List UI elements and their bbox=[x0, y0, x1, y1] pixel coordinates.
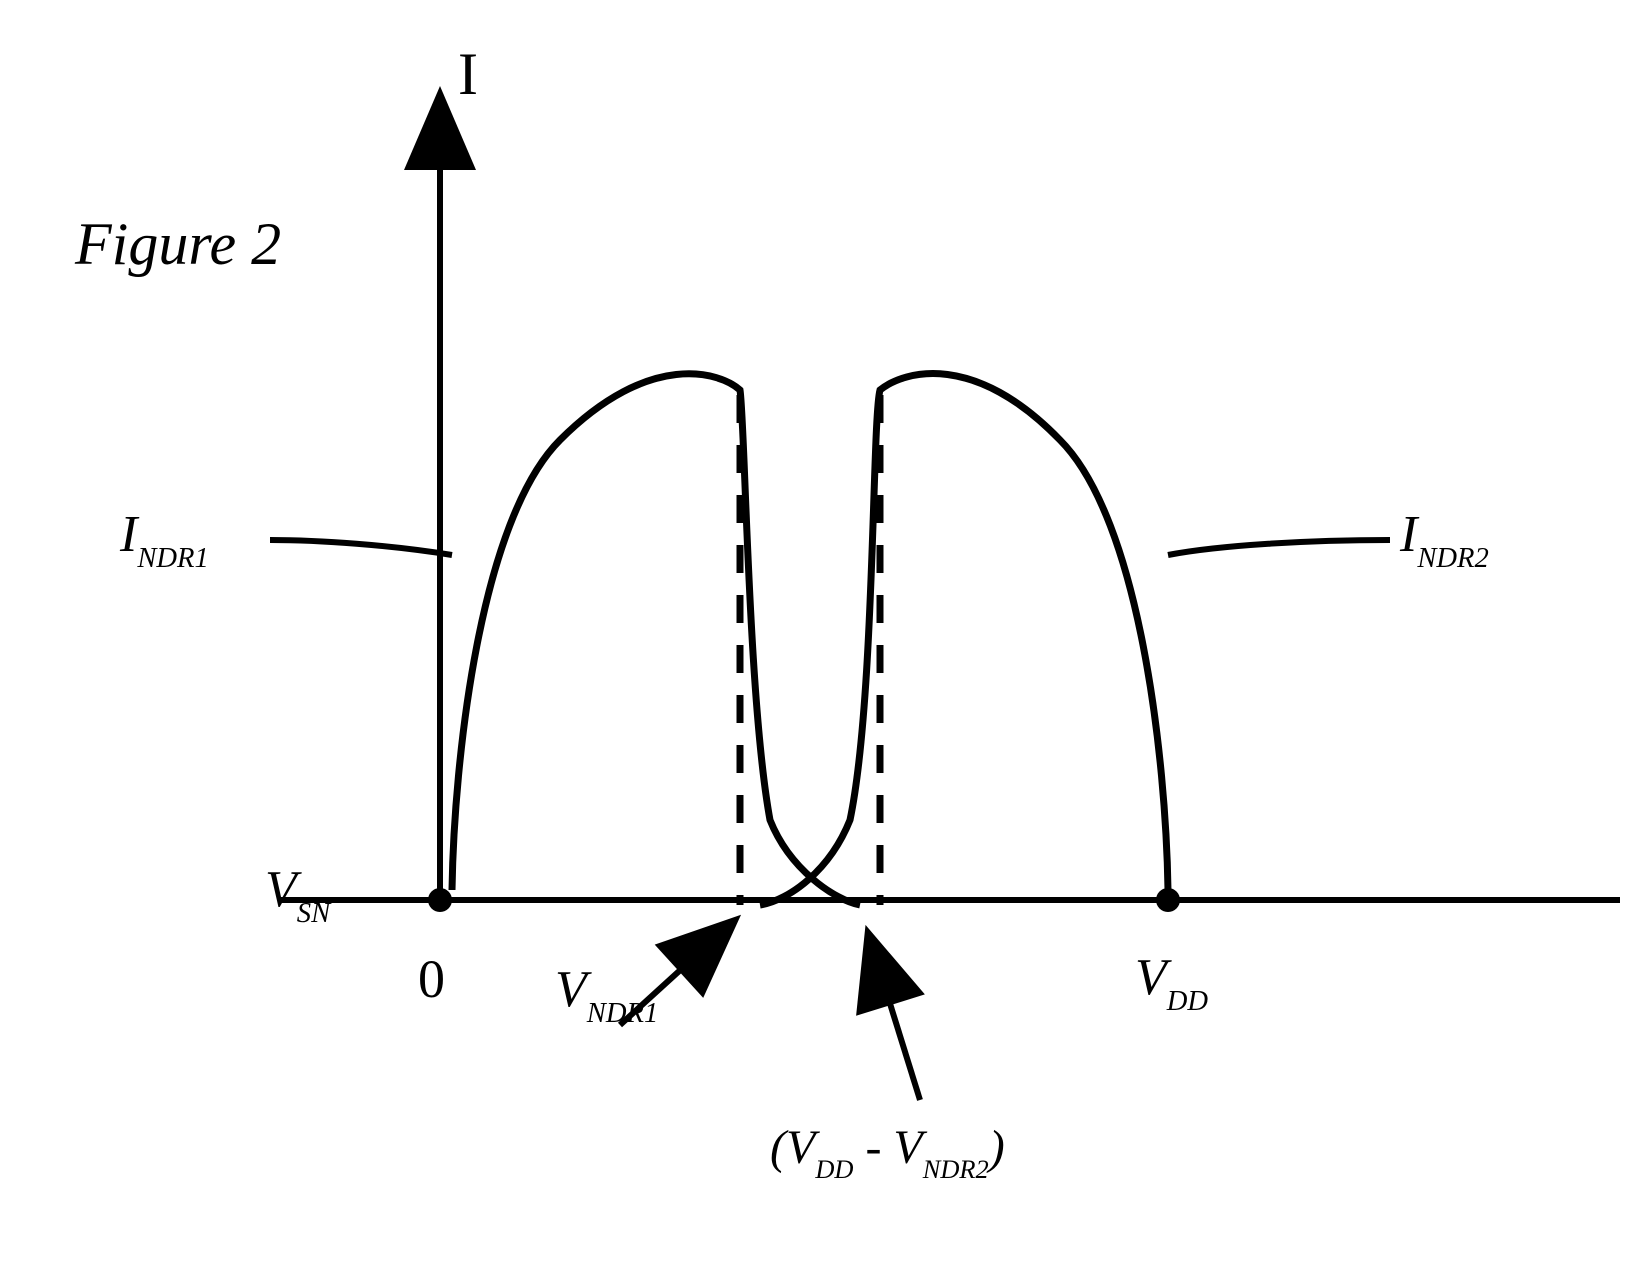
curve-ndr2 bbox=[760, 374, 1168, 905]
vsn-main: V bbox=[265, 861, 297, 918]
paren-minus: - bbox=[853, 1121, 893, 1174]
vndr1-sub: NDR1 bbox=[587, 998, 658, 1029]
vdd-main: V bbox=[1135, 949, 1167, 1006]
indr1-sub: NDR1 bbox=[137, 543, 208, 574]
figure-title: Figure 2 bbox=[75, 210, 281, 279]
vsn-axis-label: VSN bbox=[265, 860, 330, 925]
vdd-point bbox=[1156, 888, 1180, 912]
arrow-vdd-minus-vndr2 bbox=[878, 965, 920, 1100]
indr1-main: I bbox=[120, 506, 137, 563]
paren-close: ) bbox=[989, 1121, 1005, 1174]
vndr1-label: VNDR1 bbox=[555, 960, 658, 1025]
vndr1-main: V bbox=[555, 961, 587, 1018]
curve-ndr1 bbox=[452, 374, 860, 905]
indr2-label: INDR2 bbox=[1400, 505, 1489, 570]
leader-ndr1 bbox=[270, 540, 452, 555]
paren-vdd-sub: DD bbox=[815, 1154, 853, 1184]
origin-label: 0 bbox=[418, 948, 445, 1010]
indr2-sub: NDR2 bbox=[1417, 543, 1488, 574]
paren-vdd-v: V bbox=[786, 1121, 815, 1174]
indr1-label: INDR1 bbox=[120, 505, 209, 570]
vdd-sub: DD bbox=[1167, 986, 1208, 1017]
y-axis-label: I bbox=[458, 40, 478, 109]
leader-ndr2 bbox=[1168, 540, 1390, 555]
paren-vndr2-sub: NDR2 bbox=[923, 1154, 989, 1184]
origin-point bbox=[428, 888, 452, 912]
iv-curve-diagram: Figure 2 I VSN 0 INDR1 INDR2 VNDR1 VDD (… bbox=[0, 0, 1639, 1262]
vsn-sub: SN bbox=[297, 898, 330, 929]
indr2-main: I bbox=[1400, 506, 1417, 563]
vdd-minus-vndr2-label: (VDD - VNDR2) bbox=[770, 1120, 1005, 1181]
diagram-svg bbox=[0, 0, 1639, 1262]
vdd-label: VDD bbox=[1135, 948, 1208, 1013]
paren-open: ( bbox=[770, 1121, 786, 1174]
paren-vndr2-v: V bbox=[893, 1121, 922, 1174]
